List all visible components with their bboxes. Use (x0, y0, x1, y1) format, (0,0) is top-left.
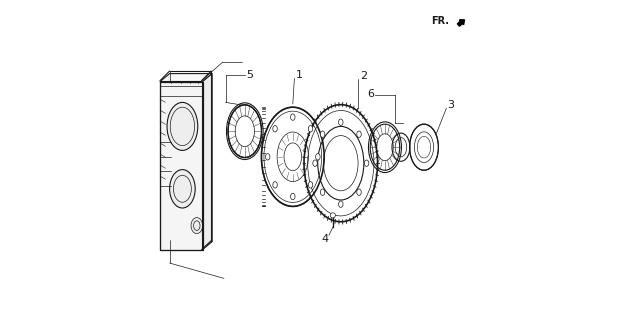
FancyArrow shape (457, 20, 464, 26)
Polygon shape (160, 74, 212, 82)
Ellipse shape (357, 189, 361, 196)
Text: 2: 2 (360, 71, 367, 81)
Ellipse shape (320, 131, 325, 137)
Ellipse shape (313, 160, 317, 166)
Polygon shape (203, 74, 212, 250)
Ellipse shape (273, 182, 277, 188)
Text: 1: 1 (295, 70, 303, 80)
Ellipse shape (339, 201, 343, 207)
Ellipse shape (364, 160, 369, 166)
Ellipse shape (308, 125, 313, 132)
Polygon shape (160, 82, 203, 250)
Ellipse shape (391, 132, 411, 163)
Ellipse shape (308, 182, 313, 188)
Ellipse shape (409, 124, 439, 170)
Text: 4: 4 (321, 234, 328, 244)
Text: 5: 5 (246, 70, 253, 80)
Ellipse shape (320, 189, 325, 196)
Ellipse shape (228, 105, 261, 157)
Ellipse shape (291, 193, 295, 200)
Ellipse shape (316, 154, 320, 160)
Ellipse shape (261, 107, 324, 206)
Ellipse shape (291, 114, 295, 120)
Text: 6: 6 (368, 89, 375, 99)
Text: 3: 3 (447, 100, 454, 110)
Ellipse shape (368, 121, 402, 173)
Ellipse shape (167, 102, 198, 150)
Ellipse shape (191, 218, 203, 234)
Ellipse shape (265, 154, 270, 160)
Ellipse shape (330, 213, 335, 218)
Ellipse shape (273, 125, 277, 132)
Ellipse shape (170, 170, 195, 208)
Text: FR.: FR. (431, 16, 449, 26)
Ellipse shape (357, 131, 361, 137)
Ellipse shape (339, 119, 343, 125)
Ellipse shape (303, 102, 379, 224)
